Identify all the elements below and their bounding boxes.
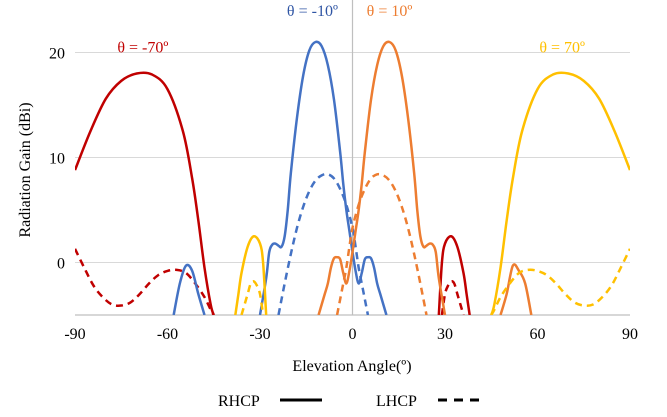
x-tick-label-6: 90 <box>622 326 638 343</box>
series-line-6 <box>277 172 370 315</box>
x-axis <box>75 0 630 316</box>
x-tick-label-3: 0 <box>349 326 357 343</box>
x-tick-label-0: -90 <box>64 326 85 343</box>
annotation-2: θ = 10º <box>367 3 413 20</box>
series-line-12 <box>490 71 630 315</box>
x-tick-label-1: -60 <box>157 326 178 343</box>
y-axis-title: Radiation Gain (dBi) <box>17 102 34 237</box>
series-line-11 <box>240 280 265 315</box>
x-tick-label-5: 60 <box>530 326 546 343</box>
y-tick-label-2: 20 <box>49 46 65 63</box>
y-axis-tick-labels: 0 10 20 <box>49 46 65 273</box>
series-line-7 <box>317 40 447 315</box>
legend-label-dashed: LHCP <box>376 393 417 410</box>
series-line-0 <box>75 71 215 315</box>
series-line-10 <box>234 234 268 315</box>
series-line-9 <box>499 263 533 315</box>
plot-area <box>75 40 630 315</box>
x-axis-tick-labels: -90 -60 -30 0 30 60 90 <box>64 326 638 343</box>
y-tick-label-1: 10 <box>49 151 65 168</box>
series-line-8 <box>335 172 428 315</box>
series-line-2 <box>437 234 471 315</box>
legend-label-solid: RHCP <box>218 393 260 410</box>
legend: RHCP LHCP <box>218 393 480 410</box>
annotation-3: θ = 70º <box>539 40 585 57</box>
x-tick-label-4: 30 <box>437 326 453 343</box>
x-tick-label-2: -30 <box>249 326 270 343</box>
series-line-5 <box>258 40 388 315</box>
y-tick-label-0: 0 <box>57 256 65 273</box>
annotation-1: θ = -10º <box>287 3 338 20</box>
annotation-0: θ = -70º <box>117 40 168 57</box>
series-line-1 <box>75 248 215 315</box>
annotations: θ = -70º θ = -10º θ = 10º θ = 70º <box>117 3 585 57</box>
x-axis-title: Elevation Angle(º) <box>292 358 411 375</box>
series-line-4 <box>172 263 206 315</box>
series-line-3 <box>440 280 465 315</box>
